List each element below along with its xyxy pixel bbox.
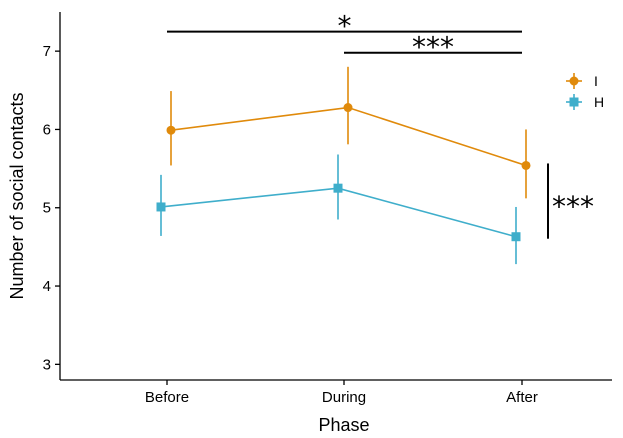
data-point — [333, 183, 343, 193]
x-ticks: Before During After — [145, 380, 538, 406]
x-tick-label: After — [506, 389, 538, 406]
x-axis-title: Phase — [318, 415, 369, 435]
data-point — [343, 103, 353, 113]
significance-annotation: * — [167, 10, 522, 43]
significance-annotation: *** — [547, 163, 594, 239]
series-I — [166, 66, 531, 199]
legend-square-icon — [569, 97, 579, 107]
legend-item-H: H — [566, 94, 604, 110]
series-H — [156, 154, 521, 265]
data-point — [156, 202, 166, 212]
y-tick-label: 7 — [43, 43, 51, 60]
legend-item-I: I — [566, 73, 598, 89]
x-tick-label: Before — [145, 389, 189, 406]
legend-label: I — [594, 73, 598, 89]
significance-label: * — [338, 10, 352, 43]
significance-annotation: *** — [344, 31, 522, 64]
significance-label: *** — [412, 31, 454, 64]
legend-label: H — [594, 94, 604, 110]
data-point — [166, 125, 176, 135]
legend-circle-icon — [569, 76, 579, 86]
significance-layer: ******* — [167, 10, 594, 239]
significance-label: *** — [552, 190, 594, 223]
data-point — [521, 160, 531, 170]
y-tick-label: 6 — [43, 121, 51, 138]
y-axis-title: Number of social contacts — [7, 92, 27, 299]
legend: IH — [566, 73, 604, 110]
y-tick-label: 5 — [43, 200, 51, 217]
y-ticks: 3 4 5 6 7 — [43, 43, 60, 373]
data-point — [511, 232, 521, 242]
y-tick-label: 3 — [43, 356, 51, 373]
y-tick-label: 4 — [43, 278, 51, 295]
x-tick-label: During — [322, 389, 366, 406]
series-layer — [156, 66, 531, 265]
